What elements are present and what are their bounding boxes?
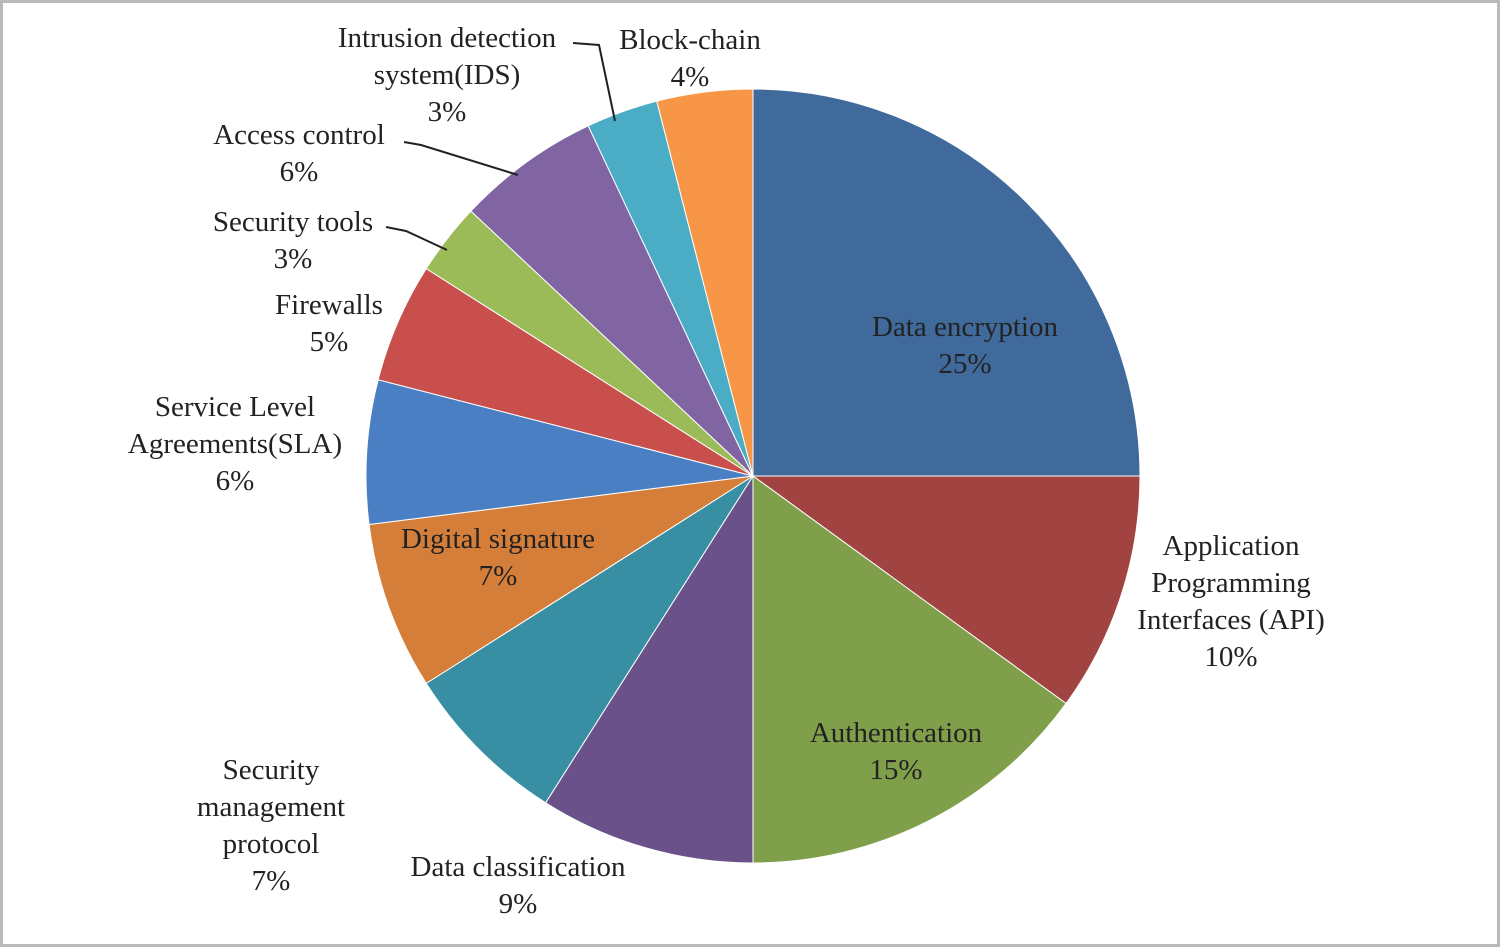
slice-label-line: Data classification xyxy=(411,851,626,883)
slice-label-6: Digital signature 7% xyxy=(401,523,595,592)
leader-line-11 xyxy=(572,42,616,122)
slice-label-line: Intrusion detection xyxy=(338,22,557,54)
slice-label-line: Authentication xyxy=(810,717,983,749)
slice-label-line: Firewalls xyxy=(275,289,383,321)
slice-label-2: Application Programming Interfaces (API) 10… xyxy=(1137,530,1325,673)
pie-chart: Data encryption 25% Application Programming… xyxy=(128,22,1325,920)
slice-label-line: protocol xyxy=(223,828,320,860)
slice-percent: 10% xyxy=(1204,641,1257,673)
leader-line-9 xyxy=(385,226,448,251)
slice-percent: 4% xyxy=(671,61,710,93)
pie-slice-6 xyxy=(368,475,754,685)
slice-percent: 7% xyxy=(252,865,291,897)
slice-label-line: Digital signature xyxy=(401,523,595,555)
slice-label-11: Intrusion detection system(IDS) 3% xyxy=(338,22,557,128)
slice-label-4: Data classification 9% xyxy=(411,851,626,920)
slice-label-line: Service Level xyxy=(155,391,315,423)
slice-label-line: Security xyxy=(223,754,320,786)
slice-percent: 25% xyxy=(938,348,991,380)
pie-slice-5 xyxy=(425,475,754,804)
leader-lines xyxy=(385,42,616,251)
slices-layer xyxy=(365,88,1141,864)
slice-label-5: Security management protocol 7% xyxy=(197,754,345,897)
slice-label-7: Service Level Agreements(SLA) 6% xyxy=(128,391,342,497)
slice-label-line: Access control xyxy=(213,119,385,151)
slice-percent: 3% xyxy=(428,96,467,128)
slice-percent: 7% xyxy=(479,560,518,592)
slice-label-8: Firewalls 5% xyxy=(275,289,383,358)
slice-label-9: Security tools 3% xyxy=(213,206,373,275)
slice-label-line: Security tools xyxy=(213,206,373,238)
slice-label-1: Data encryption 25% xyxy=(872,311,1059,380)
slice-label-line: system(IDS) xyxy=(374,59,521,91)
slice-label-line: Interfaces (API) xyxy=(1137,604,1325,636)
slice-label-line: Block-chain xyxy=(619,24,761,56)
pie-slice-7 xyxy=(365,379,754,526)
slice-percent: 3% xyxy=(274,243,313,275)
slice-percent: 9% xyxy=(499,888,538,920)
slice-percent: 15% xyxy=(869,754,922,786)
slice-label-10: Access control 6% xyxy=(213,119,385,188)
labels-layer: Data encryption 25% Application Programming… xyxy=(128,22,1325,920)
pie-slice-4 xyxy=(544,474,754,864)
pie-slice-12 xyxy=(656,88,754,477)
pie-slice-1 xyxy=(752,88,1141,477)
slice-label-line: Programming xyxy=(1151,567,1311,599)
slice-percent: 6% xyxy=(216,465,255,497)
slice-percent: 6% xyxy=(280,156,319,188)
slice-label-3: Authentication 15% xyxy=(810,717,983,786)
pie-slice-2 xyxy=(751,475,1141,705)
pie-slice-10 xyxy=(470,125,754,477)
slice-label-line: Data encryption xyxy=(872,311,1059,343)
pie-slice-3 xyxy=(752,475,1067,864)
slice-label-12: Block-chain 4% xyxy=(619,24,761,93)
slice-label-line: Application xyxy=(1163,530,1300,562)
slice-percent: 5% xyxy=(310,326,349,358)
slice-label-line: management xyxy=(197,791,345,823)
slice-label-line: Agreements(SLA) xyxy=(128,428,342,460)
leader-line-10 xyxy=(403,141,519,176)
